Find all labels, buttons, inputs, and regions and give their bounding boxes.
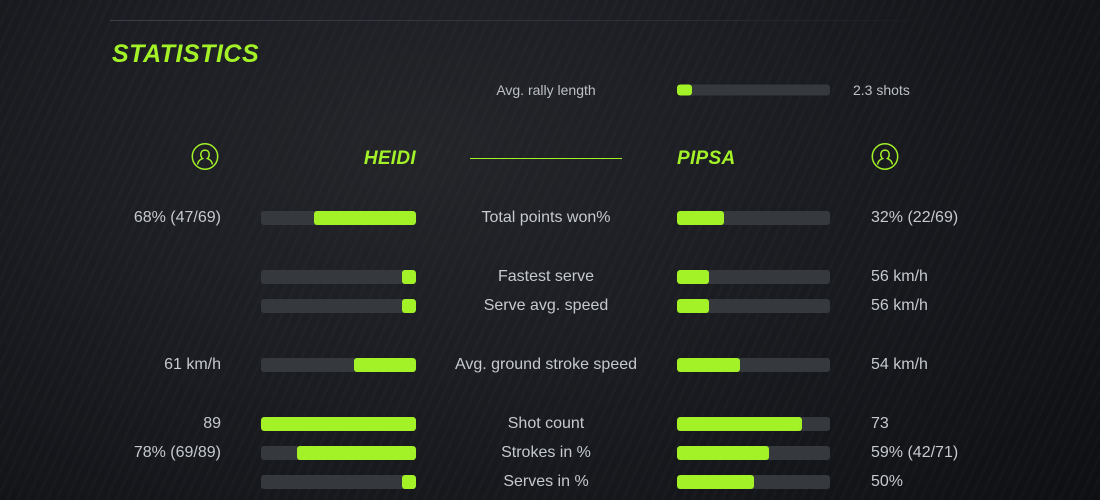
- right-bar: [677, 299, 830, 313]
- right-bar: [677, 270, 830, 284]
- stat-row: 89 Shot count 73: [0, 410, 1100, 439]
- left-value: 89: [203, 415, 221, 432]
- left-bar-cell: [261, 270, 416, 284]
- names-divider-line: [470, 158, 622, 160]
- left-bar: [261, 446, 416, 460]
- player-left-name: HEIDI: [363, 148, 416, 169]
- left-bar-fill: [402, 299, 416, 313]
- stat-row: 78% (69/89) Strokes in % 59% (42/71): [0, 439, 1100, 468]
- right-bar-fill: [677, 475, 754, 489]
- top-divider: [110, 20, 945, 21]
- names-divider-cell: [431, 150, 661, 168]
- stat-label: Fastest serve: [497, 268, 595, 285]
- avg-rally-label: Avg. rally length: [496, 82, 596, 98]
- stat-row: Fastest serve 56 km/h: [0, 263, 1100, 292]
- right-bar-fill: [677, 299, 710, 313]
- stat-row: 61 km/h Avg. ground stroke speed 54 km/h: [0, 351, 1100, 380]
- players-header: HEIDI PIPSA: [0, 143, 1100, 176]
- right-bar: [677, 446, 830, 460]
- stat-label: Shot count: [507, 415, 585, 432]
- right-bar-cell: [677, 475, 830, 489]
- stat-label: Total points won%: [481, 209, 611, 226]
- right-value: 50%: [871, 473, 904, 490]
- left-bar-cell: [261, 446, 416, 460]
- left-value: 78% (69/89): [133, 444, 221, 461]
- left-bar: [261, 358, 416, 372]
- left-bar-cell: [261, 475, 416, 489]
- right-bar: [677, 358, 830, 372]
- left-bar-fill: [402, 475, 416, 489]
- player-left-avatar-cell: [0, 143, 221, 176]
- right-bar: [677, 417, 830, 431]
- avg-rally-bar-cell: [677, 84, 830, 96]
- person-circle-icon: [191, 143, 219, 171]
- left-bar-cell: [261, 211, 416, 225]
- right-bar-cell: [677, 358, 830, 372]
- stat-row: Serves in % 50%: [0, 468, 1100, 497]
- right-bar-cell: [677, 299, 830, 313]
- left-value: 61 km/h: [164, 356, 221, 373]
- person-circle-icon: [871, 143, 899, 171]
- left-value: 68% (47/69): [133, 209, 221, 226]
- right-bar-cell: [677, 417, 830, 431]
- right-value: 54 km/h: [871, 356, 928, 373]
- right-value: 59% (42/71): [871, 444, 959, 461]
- right-value: 56 km/h: [871, 297, 928, 314]
- left-bar: [261, 270, 416, 284]
- left-bar: [261, 475, 416, 489]
- left-bar: [261, 211, 416, 225]
- right-bar-cell: [677, 211, 830, 225]
- stat-row: 68% (47/69) Total points won% 32% (22/69…: [0, 204, 1100, 233]
- left-bar-fill: [296, 446, 416, 460]
- right-bar-fill: [677, 211, 725, 225]
- avg-rally-value: 2.3 shots: [853, 82, 910, 98]
- right-value: 56 km/h: [871, 268, 928, 285]
- stat-label: Avg. ground stroke speed: [454, 356, 638, 373]
- left-bar-cell: [261, 417, 416, 431]
- right-bar-cell: [677, 446, 830, 460]
- stat-label: Strokes in %: [501, 444, 591, 461]
- avg-rally-row: Avg. rally length 2.3 shots: [0, 76, 1100, 105]
- right-bar-cell: [677, 270, 830, 284]
- right-bar-fill: [677, 270, 710, 284]
- avg-rally-bar: [677, 84, 830, 96]
- right-bar: [677, 211, 830, 225]
- stat-row: Serve avg. speed 56 km/h: [0, 292, 1100, 321]
- page-title: STATISTICS: [112, 40, 260, 68]
- right-bar-fill: [677, 446, 769, 460]
- right-value: 73: [871, 415, 889, 432]
- right-value: 32% (22/69): [871, 209, 959, 226]
- stat-label: Serve avg. speed: [483, 297, 609, 314]
- left-bar: [261, 417, 416, 431]
- left-bar-cell: [261, 299, 416, 313]
- right-bar-fill: [677, 417, 803, 431]
- left-bar-fill: [261, 417, 416, 431]
- right-bar: [677, 475, 830, 489]
- left-bar-fill: [402, 270, 416, 284]
- left-bar: [261, 299, 416, 313]
- player-right-name: PIPSA: [677, 148, 736, 169]
- left-bar-cell: [261, 358, 416, 372]
- right-bar-fill: [677, 358, 740, 372]
- left-bar-fill: [354, 358, 416, 372]
- player-right-avatar-cell: [871, 143, 1100, 176]
- left-bar-fill: [313, 211, 416, 225]
- avg-rally-bar-fill: [677, 84, 693, 96]
- stat-label: Serves in %: [503, 473, 589, 490]
